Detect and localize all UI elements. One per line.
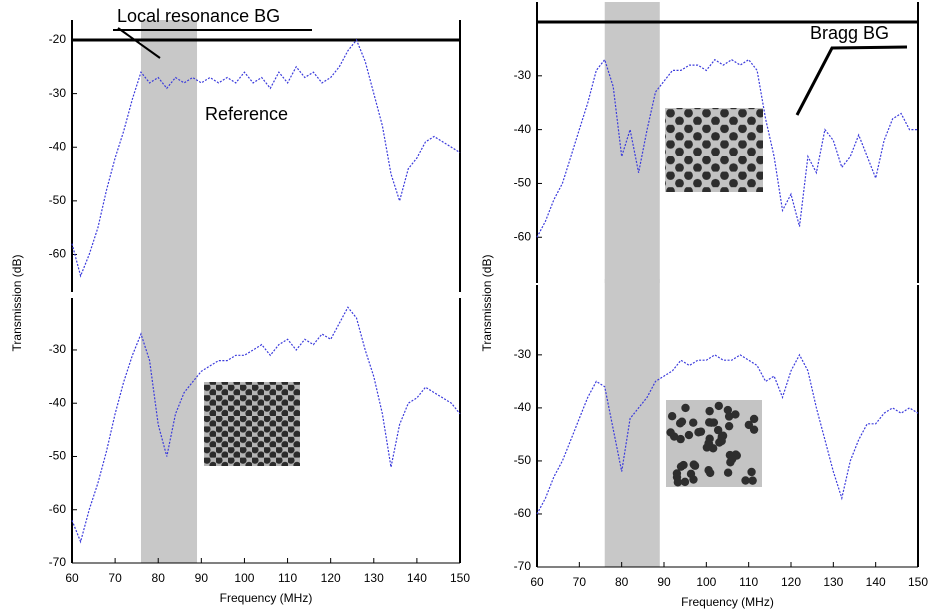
line-series (536, 353, 919, 515)
shaded-band (604, 2, 660, 283)
annotation: Local resonance BG (117, 6, 280, 26)
dot (731, 410, 740, 419)
y-tick-label: -50 (49, 449, 67, 463)
x-tick-label: 100 (234, 571, 254, 585)
x-tick-label: 70 (108, 571, 122, 585)
dot (744, 420, 754, 430)
dot (707, 418, 716, 427)
x-tick-label: 140 (407, 571, 427, 585)
dot (705, 434, 714, 443)
y-tick-label: -60 (514, 229, 532, 243)
leader-line (117, 27, 161, 59)
x-tick-label: 110 (739, 575, 758, 589)
y-axis-label: Transmission (dB) (10, 255, 24, 352)
shaded-band (140, 292, 198, 563)
dot (689, 475, 698, 484)
dot (677, 417, 687, 426)
dot (694, 428, 703, 437)
dot (680, 477, 690, 487)
dot (723, 468, 733, 477)
x-tick-label: 80 (152, 571, 166, 585)
line-series (71, 306, 461, 544)
dot (728, 454, 737, 464)
x-tick-label: 140 (866, 575, 886, 589)
x-tick-label: 70 (573, 575, 587, 589)
x-tick-label: 120 (321, 571, 341, 585)
x-tick-label: 110 (278, 571, 297, 585)
dot (676, 462, 686, 471)
dot (689, 418, 698, 427)
y-tick-label: -60 (49, 502, 67, 516)
y-tick-label: -30 (49, 86, 67, 100)
x-tick-label: 130 (823, 575, 843, 589)
x-axis-label: Frequency (MHz) (681, 595, 774, 609)
x-tick-label: 100 (696, 575, 716, 589)
y-tick-label: -50 (514, 453, 532, 467)
y-tick-label: -60 (49, 247, 67, 261)
dot (747, 467, 756, 477)
inset-image (204, 382, 300, 466)
dot (684, 430, 694, 440)
x-tick-label: 120 (781, 575, 801, 589)
x-tick-label: 60 (65, 571, 79, 585)
dot (724, 421, 734, 431)
y-tick-label: -30 (514, 347, 532, 361)
inset-image (666, 400, 762, 487)
dot (689, 460, 698, 469)
annotation: Reference (205, 104, 288, 124)
plots: -20 -30 -40 -50 -60 Local resonance BG Referen… (10, 2, 928, 609)
dot (705, 468, 715, 478)
x-tick-label: 60 (530, 575, 544, 589)
y-tick-label: -50 (49, 193, 67, 207)
annotation: Bragg BG (810, 23, 889, 43)
x-tick-label: 90 (657, 575, 671, 589)
dot (676, 434, 685, 444)
y-tick-label: -70 (514, 559, 532, 573)
y-tick-label: -30 (514, 68, 532, 82)
y-axis-label: Transmission (dB) (480, 255, 494, 352)
y-tick-label: -50 (514, 176, 532, 190)
dot (681, 403, 690, 413)
x-tick-label: 130 (364, 571, 384, 585)
y-tick-label: -40 (514, 122, 532, 136)
x-tick-label: 150 (908, 575, 928, 589)
y-tick-label: -20 (49, 32, 67, 46)
line-series (71, 38, 461, 278)
y-tick-label: -60 (514, 506, 532, 520)
dot (705, 406, 714, 416)
dot (714, 401, 723, 411)
dot (723, 405, 733, 415)
y-tick-label: -40 (49, 139, 67, 153)
shaded-band (140, 20, 198, 292)
inset-image (665, 108, 763, 192)
y-tick-label: -30 (49, 342, 67, 356)
dot (748, 476, 757, 485)
dot (673, 478, 683, 487)
dot (717, 436, 726, 446)
line-series (536, 58, 918, 238)
y-tick-label: -70 (49, 555, 67, 569)
x-tick-label: 90 (195, 571, 209, 585)
x-tick-label: 80 (615, 575, 629, 589)
dot (713, 425, 723, 435)
x-tick-label: 150 (450, 571, 470, 585)
shaded-band (604, 279, 660, 567)
dot (666, 428, 675, 437)
dot (749, 414, 759, 424)
x-axis-label: Frequency (MHz) (220, 591, 313, 605)
dot (741, 476, 750, 485)
leader-line (795, 45, 908, 116)
y-tick-label: -40 (49, 395, 67, 409)
y-tick-label: -40 (514, 400, 532, 414)
dot (667, 412, 677, 421)
